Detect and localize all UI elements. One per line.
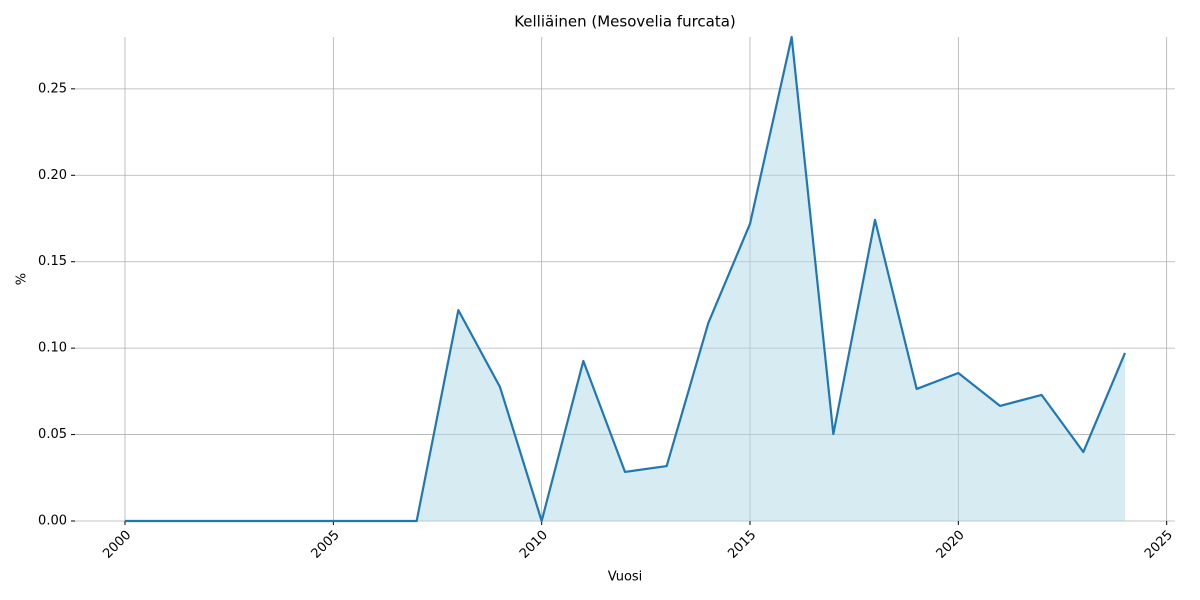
x-axis-label: Vuosi xyxy=(608,570,643,585)
y-tick-label: 0.25 xyxy=(38,81,67,96)
y-tick-label: 0.05 xyxy=(38,427,67,442)
line xyxy=(125,35,1127,523)
x-tick-label: 2020 xyxy=(934,528,968,562)
x-tick-label: 2010 xyxy=(517,528,551,562)
chart-title: Kelliäinen (Mesovelia furcata) xyxy=(514,13,736,31)
y-tick-label: 0.15 xyxy=(38,254,67,269)
y-tick-label: 0.20 xyxy=(38,168,67,183)
x-tick-label: 2000 xyxy=(100,528,134,562)
x-tick-label: 2025 xyxy=(1142,528,1176,562)
y-axis-label: % xyxy=(15,273,30,285)
y-tick-label: 0.00 xyxy=(38,514,67,529)
area xyxy=(125,37,1125,521)
y-tick-label: 0.10 xyxy=(38,341,67,356)
x-tick-label: 2015 xyxy=(725,528,759,562)
x-tick-label: 2005 xyxy=(309,528,343,562)
